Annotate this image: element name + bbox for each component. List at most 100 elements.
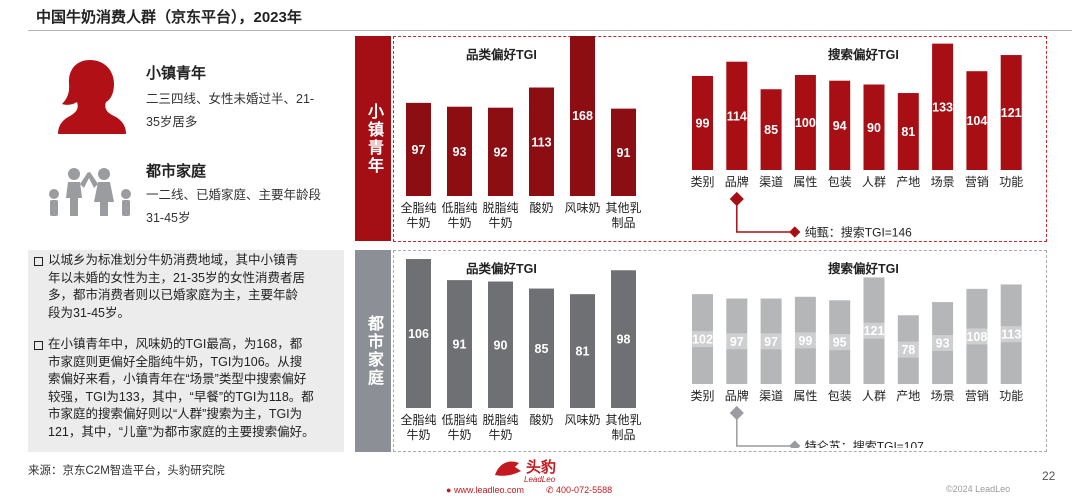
data-label: 93 (453, 145, 467, 159)
chart-title: 搜索偏好TGI (828, 262, 899, 276)
annotation-text: 特仑苏：搜索TGI=107 (805, 439, 924, 449)
category-label: 制品 (611, 428, 635, 442)
data-label: 95 (833, 336, 847, 350)
persona-name: 都市家庭 (146, 163, 207, 180)
bar (932, 43, 954, 170)
phone-number: ✆ 400-072-5588 (546, 485, 613, 495)
bar (829, 80, 851, 170)
data-label: 108 (966, 330, 987, 344)
data-label: 113 (531, 135, 551, 149)
segment-box-urban-family (393, 250, 1047, 452)
bar (794, 296, 816, 384)
annotation-diamond-icon (729, 405, 744, 421)
data-label: 99 (696, 116, 710, 130)
chart-title: 搜索偏好TGI (828, 48, 899, 62)
category-label: 产地 (896, 389, 920, 403)
family-icon (42, 166, 138, 216)
annotation-connector (736, 418, 793, 447)
bar (760, 89, 782, 170)
bar (447, 106, 472, 196)
bar (692, 294, 713, 384)
category-label: 品牌 (725, 389, 749, 403)
data-label: 85 (535, 342, 549, 356)
bar (966, 71, 988, 170)
category-label: 牛奶 (406, 215, 430, 230)
data-label-bg (724, 333, 750, 350)
category-label: 人群 (862, 175, 886, 189)
data-label-bg (861, 322, 887, 339)
bar (760, 298, 782, 384)
category-label: 酸奶 (529, 412, 553, 427)
data-label: 91 (453, 338, 467, 352)
category-label: 属性 (793, 389, 817, 403)
annotation-diamond-icon (729, 191, 744, 207)
annotation-text: 纯甄：搜索TGI=146 (805, 225, 912, 240)
data-label-bg (758, 333, 784, 350)
data-label: 94 (833, 119, 847, 133)
category-label: 类别 (690, 175, 714, 189)
phone-text: 400-072-5588 (556, 485, 613, 495)
category-label: 牛奶 (406, 427, 430, 442)
data-label: 97 (764, 335, 778, 349)
data-label-bg (690, 331, 715, 348)
data-label: 106 (408, 327, 429, 341)
category-label: 牛奶 (447, 215, 471, 230)
data-label: 90 (867, 121, 881, 135)
category-label: 场景 (931, 389, 955, 403)
bar (570, 294, 595, 408)
bar (488, 281, 513, 408)
source-note: 来源：京东C2M智造平台，头豹研究院 (28, 465, 225, 477)
website-link[interactable]: ● www.leadleo.com (446, 485, 524, 495)
data-label: 114 (727, 109, 747, 123)
category-label: 营销 (965, 175, 989, 189)
data-label-bg (792, 332, 818, 349)
category-label: 全脂纯 (400, 412, 436, 427)
note-line: 市家庭的搜索偏好则以“人群”搜索为主，TGI为 (48, 407, 303, 421)
note-line: 段为31-45岁。 (48, 305, 130, 320)
bar (863, 277, 885, 384)
category-label: 属性 (793, 175, 817, 189)
brand-logo-sub: LeadLeo (524, 475, 556, 484)
category-label: 脱脂纯 (482, 200, 518, 215)
data-label: 97 (412, 143, 426, 157)
data-label: 91 (617, 146, 631, 160)
category-label: 其他乳 (605, 413, 641, 427)
bar (692, 75, 713, 170)
category-label: 产地 (896, 175, 920, 189)
category-label: 功能 (999, 175, 1023, 189)
bar (488, 107, 513, 196)
data-label-bg (895, 341, 921, 358)
bar (1000, 284, 1022, 384)
category-label: 低脂纯 (441, 200, 477, 215)
data-label: 92 (494, 145, 508, 159)
bar (447, 280, 472, 408)
data-label: 85 (764, 123, 778, 137)
checkbox-bullet-icon (34, 257, 43, 266)
category-label: 品牌 (725, 175, 749, 189)
category-label: 渠道 (759, 175, 783, 189)
bar (570, 36, 595, 196)
page-number: 22 (1042, 469, 1056, 483)
data-label: 97 (730, 335, 744, 349)
data-label-bg (930, 335, 956, 352)
chart-title: 品类偏好TGI (466, 262, 537, 276)
category-label: 场景 (931, 175, 955, 189)
note-line: 在小镇青年中，风味奶的TGI最高，为168，都 (48, 337, 303, 351)
woman-silhouette-icon (52, 56, 132, 134)
category-label: 风味奶 (564, 413, 600, 427)
category-label: 包装 (828, 389, 852, 403)
search-tgi-chart-urban: 102 类别 97 品牌 97 渠道 99 属性 95 包装 121 人群 78 产地 93 场景 108 营销 1… (690, 277, 1024, 449)
bar (966, 288, 988, 384)
data-label-bg (827, 334, 853, 351)
category-label: 牛奶 (447, 427, 471, 442)
data-label: 133 (932, 100, 953, 114)
persona-desc-line: 35岁居多 (146, 115, 198, 129)
category-label: 脱脂纯 (482, 412, 518, 427)
annotation-diamond-icon (789, 226, 801, 238)
data-label-bg (964, 328, 990, 345)
data-label: 98 (617, 333, 631, 347)
persona-description: 一二线、已婚家庭、主要年龄段 31-45岁 (146, 184, 336, 230)
category-label: 牛奶 (488, 215, 512, 230)
category-label: 渠道 (759, 389, 783, 403)
